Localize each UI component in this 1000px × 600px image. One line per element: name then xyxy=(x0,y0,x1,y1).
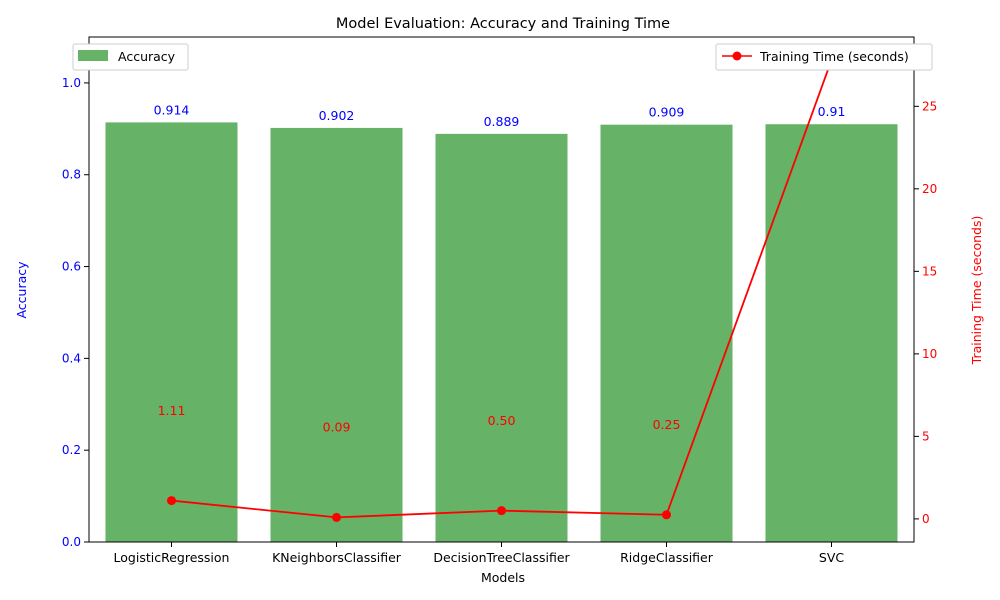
x-tick-label: SVC xyxy=(819,550,844,565)
training-time-value-label: 1.11 xyxy=(158,403,186,418)
training-time-point xyxy=(332,512,341,522)
y-tick-label-left: 1.0 xyxy=(62,76,81,90)
plot-area: 0.914 0.902 0.889 0.909 0.91 0.0 0.2 0.4 0.6 0.8 1… xyxy=(62,36,937,565)
training-time-point xyxy=(167,496,176,506)
axes-frame xyxy=(88,36,915,543)
bar-value-label: 0.902 xyxy=(319,108,355,123)
x-tick-label: LogisticRegression xyxy=(114,550,230,565)
y-tick-label-left: 0.2 xyxy=(62,443,81,457)
bar-value-label: 0.889 xyxy=(484,114,520,129)
y-tick-label-left: 0.8 xyxy=(62,168,81,182)
legend-right: Training Time (seconds) xyxy=(715,43,933,71)
training-time-value-label: 0.25 xyxy=(653,417,681,432)
bar-value-label: 0.909 xyxy=(649,105,685,120)
x-tick-label: KNeighborsClassifier xyxy=(272,550,402,565)
x-tick-label: DecisionTreeClassifier xyxy=(433,550,570,565)
bar-value-label: 0.91 xyxy=(818,104,846,119)
legend-swatch-accuracy xyxy=(78,50,108,61)
y-axis-label-left: Accuracy xyxy=(14,261,29,319)
bar xyxy=(765,124,898,543)
legend-label-training-time: Training Time (seconds) xyxy=(759,49,909,64)
training-time-point xyxy=(497,506,506,516)
y-tick-label-right: 20 xyxy=(922,182,937,196)
bar xyxy=(270,127,403,543)
y-tick-label-left: 0.0 xyxy=(62,535,81,549)
legend-left: Accuracy xyxy=(72,43,189,71)
training-time-value-label: 0.50 xyxy=(488,413,516,428)
legend-label-accuracy: Accuracy xyxy=(118,49,176,64)
y-tick-label-right: 15 xyxy=(922,264,937,278)
y-tick-label-right: 0 xyxy=(922,512,930,526)
x-tick-label: RidgeClassifier xyxy=(620,550,714,565)
bar xyxy=(435,133,568,543)
bar xyxy=(600,124,733,542)
bar-value-label: 0.914 xyxy=(154,102,190,117)
bar xyxy=(105,122,238,543)
chart-title: Model Evaluation: Accuracy and Training … xyxy=(336,16,670,32)
y-tick-label-left: 0.4 xyxy=(62,351,81,365)
y-tick-label-right: 5 xyxy=(922,429,930,443)
x-axis-label: Models xyxy=(481,570,525,585)
training-time-point xyxy=(662,510,671,520)
legend-marker-training-time xyxy=(732,51,742,61)
y-tick-label-right: 10 xyxy=(922,347,937,361)
training-time-value-label: 0.09 xyxy=(323,420,351,435)
y-tick-label-right: 25 xyxy=(922,99,937,113)
y-tick-label-left: 0.6 xyxy=(62,260,81,274)
y-axis-label-right: Training Time (seconds) xyxy=(969,216,984,366)
